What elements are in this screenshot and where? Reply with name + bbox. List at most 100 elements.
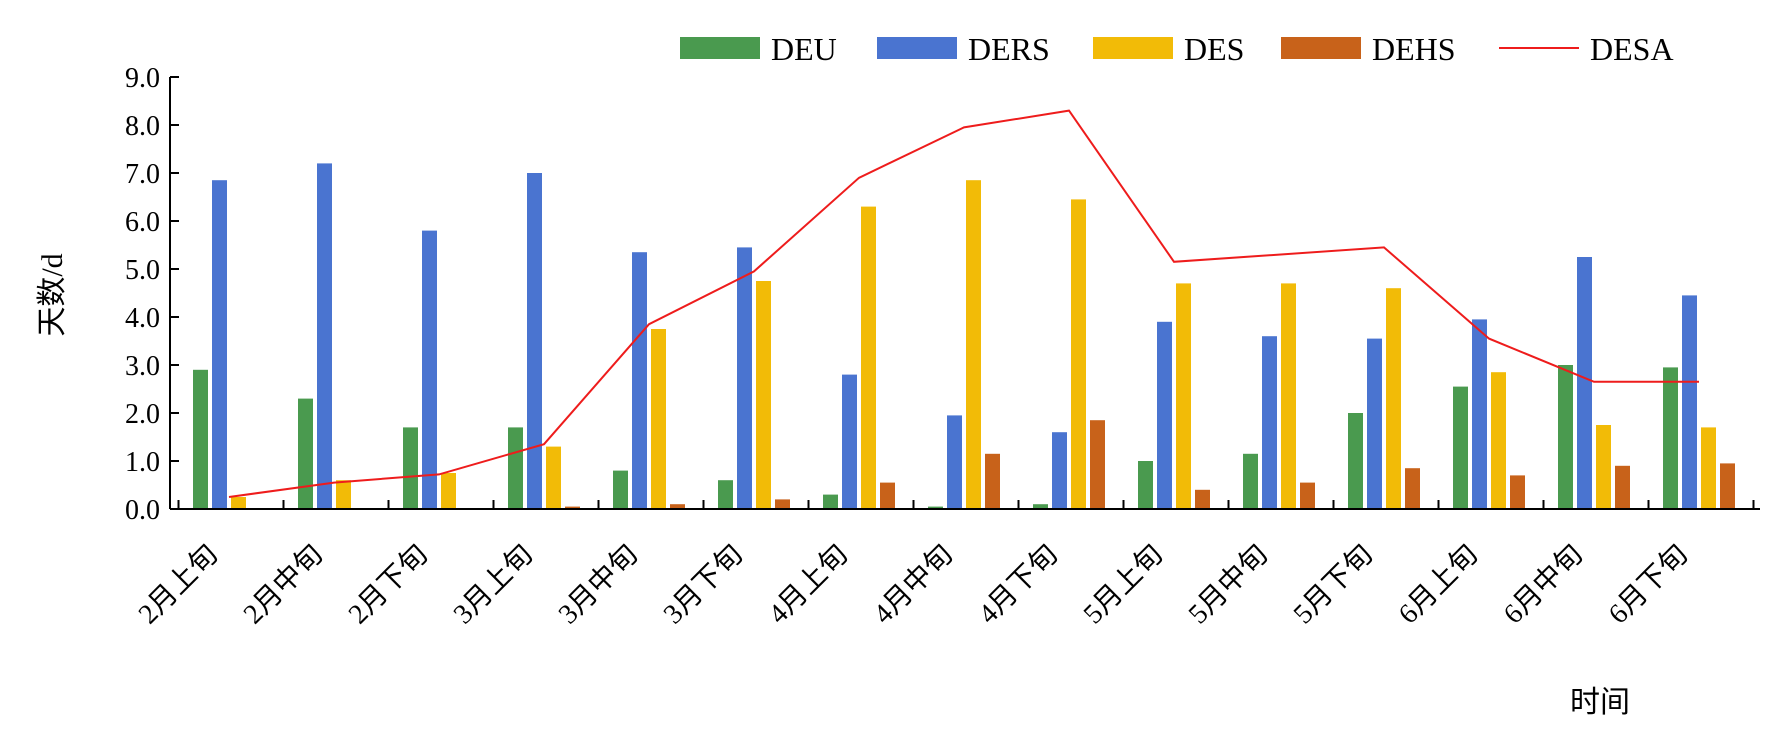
bar-deu-2 xyxy=(403,427,418,509)
y-tick-label: 1.0 xyxy=(125,447,160,478)
bar-ders-6 xyxy=(842,374,857,509)
bar-marks xyxy=(193,163,1735,509)
legend-swatch-ders xyxy=(877,37,957,59)
bar-des-8 xyxy=(1071,199,1086,509)
bar-deu-10 xyxy=(1243,453,1258,509)
bar-dehs-7 xyxy=(985,453,1000,509)
x-tick-label: 4月下旬 xyxy=(972,538,1064,630)
bar-des-4 xyxy=(651,329,666,509)
bar-dehs-5 xyxy=(775,499,790,509)
bar-des-11 xyxy=(1386,288,1401,509)
bar-des-7 xyxy=(966,180,981,509)
x-tick-label: 2月下旬 xyxy=(342,538,434,630)
bar-dehs-12 xyxy=(1510,475,1525,509)
bar-dehs-11 xyxy=(1405,468,1420,509)
y-axis-title: 天数/d xyxy=(36,253,69,336)
y-tick-label: 5.0 xyxy=(125,255,160,286)
bar-ders-8 xyxy=(1052,432,1067,509)
legend-swatch-dehs xyxy=(1281,37,1361,59)
x-tick-label: 2月上旬 xyxy=(132,538,224,630)
bar-dehs-8 xyxy=(1090,420,1105,509)
bar-dehs-6 xyxy=(880,482,895,509)
bar-ders-13 xyxy=(1577,257,1592,509)
bar-dehs-4 xyxy=(670,504,685,509)
bar-des-6 xyxy=(861,206,876,509)
legend-label-desa: DESA xyxy=(1590,31,1674,67)
bar-deu-12 xyxy=(1453,386,1468,509)
bar-deu-5 xyxy=(718,480,733,509)
axes: 0.0 1.0 2.0 3.0 4.0 5.0 6.0 7.0 8.0 9.0 2月上旬 2月中旬 2月… xyxy=(125,63,1760,630)
bar-dehs-13 xyxy=(1615,465,1630,509)
x-tick-label: 6月下旬 xyxy=(1602,538,1694,630)
bar-ders-7 xyxy=(947,415,962,509)
bar-deu-7 xyxy=(928,506,943,509)
bar-dehs-14 xyxy=(1720,463,1735,509)
legend-swatch-des xyxy=(1093,37,1173,59)
bar-ders-11 xyxy=(1367,338,1382,509)
bar-deu-0 xyxy=(193,369,208,509)
bar-ders-12 xyxy=(1472,319,1487,509)
bar-ders-14 xyxy=(1682,295,1697,509)
bar-dehs-3 xyxy=(565,506,580,509)
legend-label-dehs: DEHS xyxy=(1372,31,1456,67)
x-tick-label: 3月中旬 xyxy=(552,538,644,630)
line-desa xyxy=(228,109,1699,498)
y-tick-label: 9.0 xyxy=(125,63,160,94)
y-tick-label: 7.0 xyxy=(125,159,160,190)
bar-des-14 xyxy=(1701,427,1716,509)
x-tick-label: 4月上旬 xyxy=(762,538,854,630)
x-tick-label: 3月上旬 xyxy=(447,538,539,630)
bar-deu-13 xyxy=(1558,365,1573,509)
legend-label-des: DES xyxy=(1184,31,1244,67)
bar-des-12 xyxy=(1491,372,1506,509)
bar-des-13 xyxy=(1596,425,1611,509)
x-tick-label: 3月下旬 xyxy=(657,538,749,630)
legend-swatch-deu xyxy=(680,37,760,59)
y-tick-label: 0.0 xyxy=(125,495,160,526)
y-tick-label: 3.0 xyxy=(125,351,160,382)
x-tick-label: 2月中旬 xyxy=(237,538,329,630)
y-tick-label: 8.0 xyxy=(125,111,160,142)
x-axis-title: 时间 xyxy=(1570,686,1630,719)
bar-deu-11 xyxy=(1348,413,1363,509)
bar-dehs-9 xyxy=(1195,489,1210,509)
x-tick-label: 5月中旬 xyxy=(1182,538,1274,630)
bar-ders-5 xyxy=(737,247,752,509)
bar-deu-1 xyxy=(298,398,313,509)
bar-des-0 xyxy=(231,497,246,509)
bar-ders-4 xyxy=(632,252,647,509)
bar-dehs-10 xyxy=(1300,482,1315,509)
y-tick-label: 6.0 xyxy=(125,207,160,238)
legend: DEU DERS DES DEHS DESA xyxy=(680,31,1674,67)
x-tick-label: 5月下旬 xyxy=(1287,538,1379,630)
bar-deu-6 xyxy=(823,494,838,509)
bar-deu-9 xyxy=(1138,461,1153,509)
bar-des-3 xyxy=(546,446,561,509)
y-tick-label: 2.0 xyxy=(125,399,160,430)
bar-des-10 xyxy=(1281,283,1296,509)
bar-ders-9 xyxy=(1157,321,1172,509)
bar-des-2 xyxy=(441,473,456,509)
x-tick-label: 4月中旬 xyxy=(867,538,959,630)
bar-des-1 xyxy=(336,480,351,509)
bar-ders-10 xyxy=(1262,336,1277,509)
bar-ders-0 xyxy=(212,180,227,509)
legend-label-deu: DEU xyxy=(771,31,837,67)
x-tick-label: 5月上旬 xyxy=(1077,538,1169,630)
bar-deu-14 xyxy=(1663,367,1678,509)
x-tick-label: 6月上旬 xyxy=(1392,538,1484,630)
bar-deu-4 xyxy=(613,470,628,509)
bar-ders-3 xyxy=(527,173,542,509)
bar-ders-1 xyxy=(317,163,332,509)
y-tick-label: 4.0 xyxy=(125,303,160,334)
x-tick-label: 6月中旬 xyxy=(1497,538,1589,630)
bar-des-9 xyxy=(1176,283,1191,509)
bar-ders-2 xyxy=(422,230,437,509)
line-layer xyxy=(228,109,1699,498)
bar-deu-8 xyxy=(1033,504,1048,509)
bar-deu-3 xyxy=(508,427,523,509)
legend-label-ders: DERS xyxy=(968,31,1050,67)
bar-des-5 xyxy=(756,281,771,509)
